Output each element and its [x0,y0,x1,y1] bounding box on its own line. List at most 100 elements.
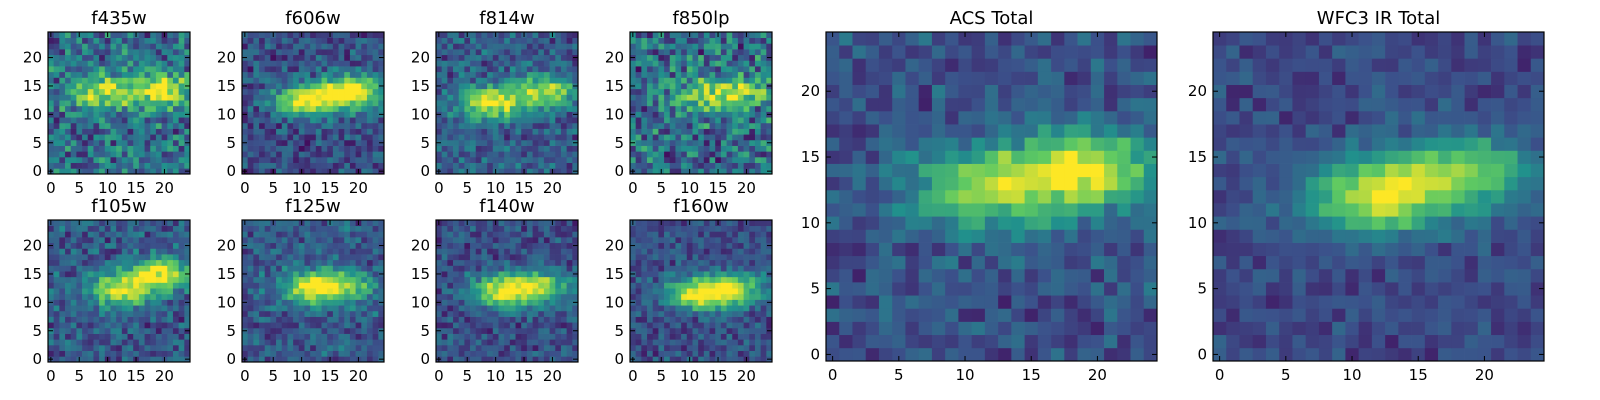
heatmap-cell [293,282,300,289]
heatmap-cell [110,94,117,101]
heatmap-cell [652,54,659,61]
heatmap-cell [99,282,106,289]
heatmap-cell [647,54,654,61]
heatmap-cell [492,327,499,334]
heatmap-cell [355,88,362,95]
heatmap-cell [749,322,756,329]
heatmap-cell [155,282,162,289]
heatmap-cell [87,156,94,163]
heatmap-cell [121,134,128,141]
heatmap-cell [538,310,545,317]
heatmap-cell [310,94,317,101]
heatmap-cell [344,66,351,73]
heatmap-cell [304,254,311,261]
heatmap-cell [253,254,260,261]
heatmap-cell [281,356,288,363]
heatmap-cell [737,100,744,107]
heatmap-cell [281,134,288,141]
heatmap-cell [327,248,334,255]
heatmap-cell [247,276,254,283]
heatmap-cell [698,299,705,306]
heatmap-cell [293,105,300,112]
heatmap-cell [264,344,271,351]
heatmap-cell [270,83,277,90]
x-tick-label: 15 [514,367,533,385]
heatmap-cell [566,43,573,50]
heatmap-cell [436,288,443,295]
heatmap-cell [720,322,727,329]
heatmap-cell [447,100,454,107]
heatmap-cell [110,88,117,95]
heatmap-cell [48,339,55,346]
heatmap-cell [366,305,373,312]
y-tick-label: 20 [217,237,236,255]
heatmap-cell [521,259,528,266]
heatmap-cell [65,220,72,227]
heatmap-cell [349,305,356,312]
heatmap-cell [515,254,522,261]
heatmap-cell [287,225,294,232]
heatmap-cell [281,32,288,39]
heatmap-cell [93,168,100,175]
heatmap-cell [167,271,174,278]
heatmap-cell [698,276,705,283]
heatmap-cell [475,310,482,317]
heatmap-cell [184,220,191,227]
heatmap-cell [686,43,693,50]
heatmap-cell [161,350,168,357]
heatmap-cell [264,350,271,357]
heatmap-cell [355,322,362,329]
heatmap-cell [82,94,89,101]
heatmap-cell [487,88,494,95]
heatmap-cell [726,322,733,329]
heatmap-cell [366,344,373,351]
heatmap-cell [749,299,756,306]
heatmap-cell [498,282,505,289]
heatmap-cell [76,293,83,300]
heatmap-cell [104,117,111,124]
heatmap-cell [76,145,83,152]
heatmap-cell [355,54,362,61]
heatmap-cell [532,242,539,249]
heatmap-cell [532,49,539,56]
heatmap-cell [281,94,288,101]
heatmap-cell [270,156,277,163]
heatmap-cell [276,282,283,289]
heatmap-cell [259,88,266,95]
heatmap-cell [167,94,174,101]
heatmap-cell [726,293,733,300]
heatmap-cell [658,111,665,118]
heatmap-cell [321,339,328,346]
heatmap-cell [264,145,271,152]
heatmap-cell [247,77,254,84]
heatmap-cell [338,356,345,363]
heatmap-cell [492,43,499,50]
heatmap-cell [521,299,528,306]
heatmap-cell [760,122,767,129]
heatmap-cell [110,225,117,232]
heatmap-cell [315,37,322,44]
heatmap-cell [521,105,528,112]
heatmap-cell [99,237,106,244]
heatmap-cell [321,333,328,340]
heatmap-cell [766,344,773,351]
heatmap-cell [293,37,300,44]
heatmap-cell [304,43,311,50]
heatmap-cell [566,248,573,255]
heatmap-cell [566,322,573,329]
heatmap-cell [121,282,128,289]
heatmap-cell [116,111,123,118]
heatmap-cell [178,37,185,44]
heatmap-cell [658,122,665,129]
heatmap-cell [127,105,134,112]
heatmap-cell [572,100,579,107]
heatmap-cell [470,242,477,249]
heatmap-cell [686,156,693,163]
heatmap-cell [664,54,671,61]
heatmap-cell [436,248,443,255]
heatmap-cell [116,265,123,272]
heatmap-cell [481,220,488,227]
heatmap-cell [498,339,505,346]
heatmap-cell [372,139,379,146]
heatmap-cell [515,128,522,135]
